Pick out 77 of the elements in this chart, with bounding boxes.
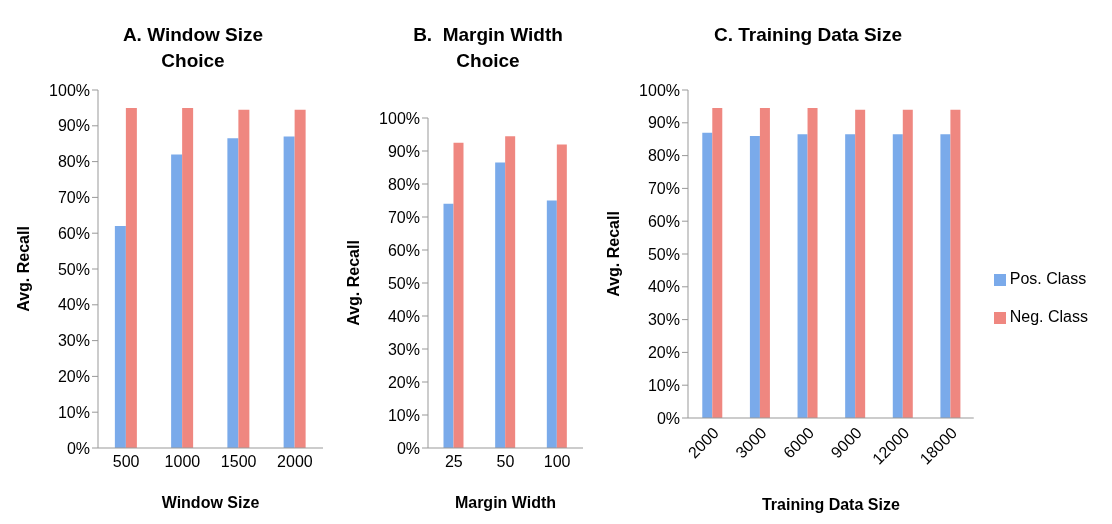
y-tick-label: 70% <box>387 208 420 226</box>
bar <box>283 136 295 448</box>
x-tick-label: 2000 <box>277 453 313 471</box>
bar <box>182 107 194 448</box>
y-tick-label: 60% <box>647 212 680 230</box>
bar <box>171 154 183 448</box>
y-axis-title: Avg. Recall <box>344 240 362 326</box>
x-axis-title: Margin Width <box>454 494 557 511</box>
bar <box>505 136 516 448</box>
bar <box>238 109 250 448</box>
bar <box>443 203 454 448</box>
x-tick-label: 1500 <box>220 453 257 471</box>
y-tick-label: 20% <box>387 373 420 391</box>
bar <box>495 162 506 448</box>
bar <box>797 134 808 418</box>
y-tick-label: 90% <box>647 114 680 132</box>
bar <box>902 109 913 418</box>
bar <box>845 134 856 418</box>
y-tick-label: 20% <box>57 368 90 386</box>
y-tick-label: 10% <box>647 376 680 394</box>
y-tick-label: 30% <box>57 332 90 350</box>
y-tick-label: 30% <box>647 311 680 329</box>
y-tick-label: 50% <box>57 260 90 278</box>
x-tick-label: 50 <box>496 453 515 471</box>
x-axis-title: Window Size <box>161 494 260 511</box>
bar <box>114 226 126 448</box>
y-tick-label: 10% <box>57 403 90 421</box>
y-tick-label: 60% <box>387 241 420 259</box>
y-tick-label: 80% <box>387 175 420 193</box>
y-tick-label: 80% <box>57 153 90 171</box>
bar <box>892 134 903 418</box>
y-tick-label: 40% <box>387 307 420 325</box>
y-tick-label: 100% <box>639 81 680 99</box>
x-tick-label: 100 <box>543 453 571 471</box>
legend-label: Neg. Class <box>1009 308 1088 325</box>
bar <box>556 144 567 448</box>
bar <box>749 135 760 418</box>
bar <box>294 109 306 448</box>
bar <box>453 142 464 448</box>
y-tick-label: 50% <box>647 245 680 263</box>
y-tick-label: 40% <box>57 296 90 314</box>
bar <box>546 200 557 448</box>
y-tick-label: 90% <box>57 117 90 135</box>
bar <box>855 109 866 418</box>
bar <box>125 107 137 448</box>
y-tick-label: 30% <box>387 340 420 358</box>
y-tick-label: 100% <box>49 81 90 99</box>
chart-title: A. Window Size Choice <box>121 23 265 73</box>
chart-title: B. Margin Width Choice <box>412 23 564 73</box>
bar <box>712 108 723 418</box>
y-tick-label: 50% <box>387 274 420 292</box>
x-tick-label: 25 <box>444 453 463 471</box>
bar <box>807 108 818 418</box>
y-tick-label: 20% <box>647 344 680 362</box>
y-tick-label: 10% <box>387 406 420 424</box>
y-tick-label: 60% <box>57 224 90 242</box>
chart-title: C. Training Data Size <box>713 23 903 47</box>
y-tick-label: 70% <box>57 189 90 207</box>
bar <box>940 134 951 418</box>
y-tick-label: 100% <box>379 109 420 127</box>
legend-label: Pos. Class <box>1009 270 1087 287</box>
y-tick-label: 80% <box>647 147 680 165</box>
y-tick-label: 0% <box>66 439 90 457</box>
y-tick-label: 90% <box>387 142 420 160</box>
x-tick-label: 500 <box>112 453 140 471</box>
bar <box>950 109 961 418</box>
x-tick-label: 1000 <box>164 453 201 471</box>
bar <box>227 138 239 448</box>
x-axis-title: Training Data Size <box>761 496 900 513</box>
y-tick-label: 0% <box>656 409 680 427</box>
bar <box>759 108 770 418</box>
y-tick-label: 0% <box>396 439 420 457</box>
y-tick-label: 70% <box>647 180 680 198</box>
bar <box>702 132 713 418</box>
y-axis-title: Avg. Recall <box>14 226 32 312</box>
y-tick-label: 40% <box>647 278 680 296</box>
y-axis-title: Avg. Recall <box>604 211 622 297</box>
